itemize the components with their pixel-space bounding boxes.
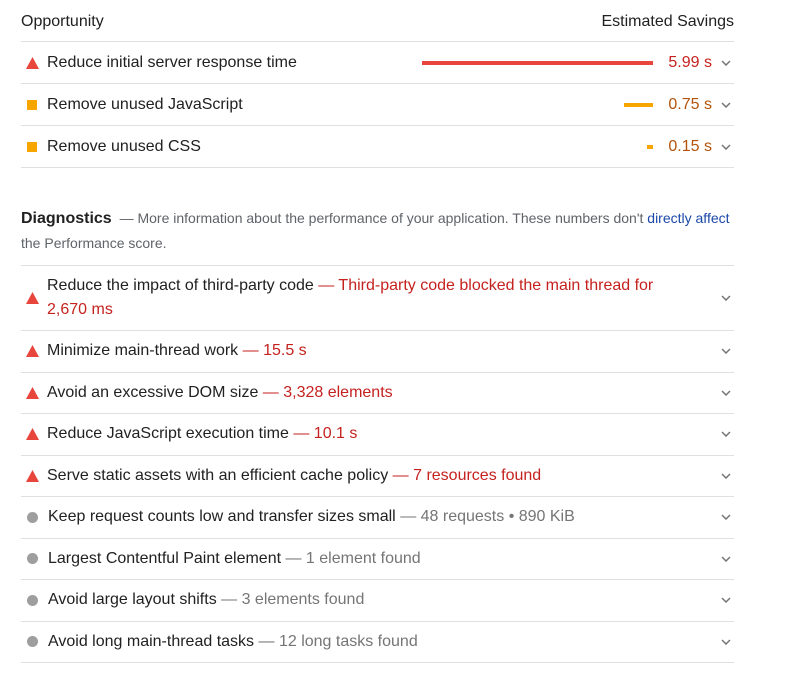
chevron-down-icon[interactable] (720, 470, 732, 482)
diagnostic-row[interactable]: Reduce the impact of third-party code — … (21, 266, 734, 331)
warning-triangle-icon (26, 56, 39, 69)
opportunity-header-label: Opportunity (21, 12, 104, 30)
diagnostic-title: Serve static assets with an efficient ca… (47, 466, 389, 484)
diagnostic-detail: — Third-party code blocked the main thre… (47, 277, 654, 318)
diagnostic-row[interactable]: Avoid long main-thread tasks — 12 long t… (21, 622, 734, 663)
chevron-down-icon[interactable] (720, 511, 732, 523)
diagnostic-row[interactable]: Largest Contentful Paint element — 1 ele… (21, 539, 734, 580)
diagnostic-detail: — 48 requests • 890 KiB (400, 508, 575, 526)
gray-circle-icon (27, 636, 38, 648)
diagnostic-detail: — 1 element found (285, 549, 421, 567)
chevron-down-icon[interactable] (720, 141, 732, 153)
chevron-down-icon[interactable] (720, 594, 732, 606)
opportunity-header: Opportunity Estimated Savings (21, 0, 734, 42)
warning-triangle-icon (26, 345, 39, 358)
diagnostic-title: Largest Contentful Paint element (48, 549, 282, 567)
diagnostic-row[interactable]: Avoid large layout shifts — 3 elements f… (21, 580, 734, 622)
diagnostics-title: Diagnostics (21, 210, 112, 227)
opportunity-title: Reduce initial server response time (47, 53, 297, 71)
diagnostics-header: Diagnostics — More information about the… (21, 206, 734, 266)
diagnostic-detail: — 10.1 s (293, 425, 358, 443)
diagnostic-title: Avoid an excessive DOM size (47, 383, 259, 401)
diagnostic-detail: — 7 resources found (392, 466, 542, 484)
orange-square-icon (27, 99, 37, 110)
opportunity-title: Remove unused JavaScript (47, 95, 243, 113)
diagnostic-title: Reduce JavaScript execution time (47, 425, 289, 443)
diagnostic-row[interactable]: Avoid an excessive DOM size — 3,328 elem… (21, 373, 734, 414)
gray-circle-icon (27, 553, 38, 565)
savings-bar (624, 103, 653, 107)
diagnostic-detail: — 3,328 elements (262, 383, 393, 401)
diagnostic-detail: — 12 long tasks found (258, 632, 418, 650)
gray-circle-icon (27, 594, 38, 606)
opportunity-row[interactable]: Remove unused JavaScript 0.75 s (21, 84, 734, 126)
chevron-down-icon[interactable] (720, 57, 732, 69)
savings-bar (422, 61, 653, 65)
diagnostic-row[interactable]: Keep request counts low and transfer siz… (21, 497, 734, 539)
savings-value: 5.99 s (668, 53, 712, 71)
diagnostic-detail: — 15.5 s (242, 342, 307, 360)
diagnostic-row[interactable]: Serve static assets with an efficient ca… (21, 456, 734, 497)
estimated-savings-header-label: Estimated Savings (601, 12, 734, 30)
directly-affect-link[interactable]: directly affect (647, 210, 730, 226)
chevron-down-icon[interactable] (720, 428, 732, 440)
opportunity-row[interactable]: Reduce initial server response time 5.99… (21, 42, 734, 84)
warning-triangle-icon (26, 292, 39, 304)
chevron-down-icon[interactable] (720, 553, 732, 565)
diagnostic-title: Reduce the impact of third-party code (47, 277, 314, 294)
chevron-down-icon[interactable] (720, 387, 732, 399)
savings-bar (647, 145, 653, 149)
warning-triangle-icon (26, 469, 39, 482)
audit-panel: Opportunity Estimated Savings Reduce ini… (21, 0, 734, 663)
diagnostic-detail: — 3 elements found (221, 591, 365, 609)
warning-triangle-icon (26, 386, 39, 399)
gray-circle-icon (27, 511, 38, 523)
chevron-down-icon[interactable] (720, 636, 732, 648)
diagnostics-list: Reduce the impact of third-party code — … (21, 266, 734, 663)
diagnostic-title: Avoid long main-thread tasks (48, 632, 255, 650)
chevron-down-icon[interactable] (720, 292, 732, 304)
diagnostic-title: Minimize main-thread work (47, 342, 239, 360)
diagnostic-title: Keep request counts low and transfer siz… (48, 508, 396, 526)
chevron-down-icon[interactable] (720, 99, 732, 111)
diagnostic-row[interactable]: Reduce JavaScript execution time — 10.1 … (21, 414, 734, 456)
savings-value: 0.15 s (668, 137, 712, 155)
opportunity-title: Remove unused CSS (47, 137, 201, 155)
opportunity-row[interactable]: Remove unused CSS 0.15 s (21, 126, 734, 168)
diagnostic-row[interactable]: Minimize main-thread work — 15.5 s (21, 331, 734, 373)
savings-value: 0.75 s (668, 95, 712, 113)
warning-triangle-icon (26, 428, 39, 441)
orange-square-icon (27, 141, 37, 152)
chevron-down-icon[interactable] (720, 345, 732, 357)
diagnostics-description-end: the Performance score. (21, 235, 167, 251)
diagnostic-title: Avoid large layout shifts (48, 591, 217, 609)
diagnostics-description: — More information about the performance… (119, 210, 648, 226)
